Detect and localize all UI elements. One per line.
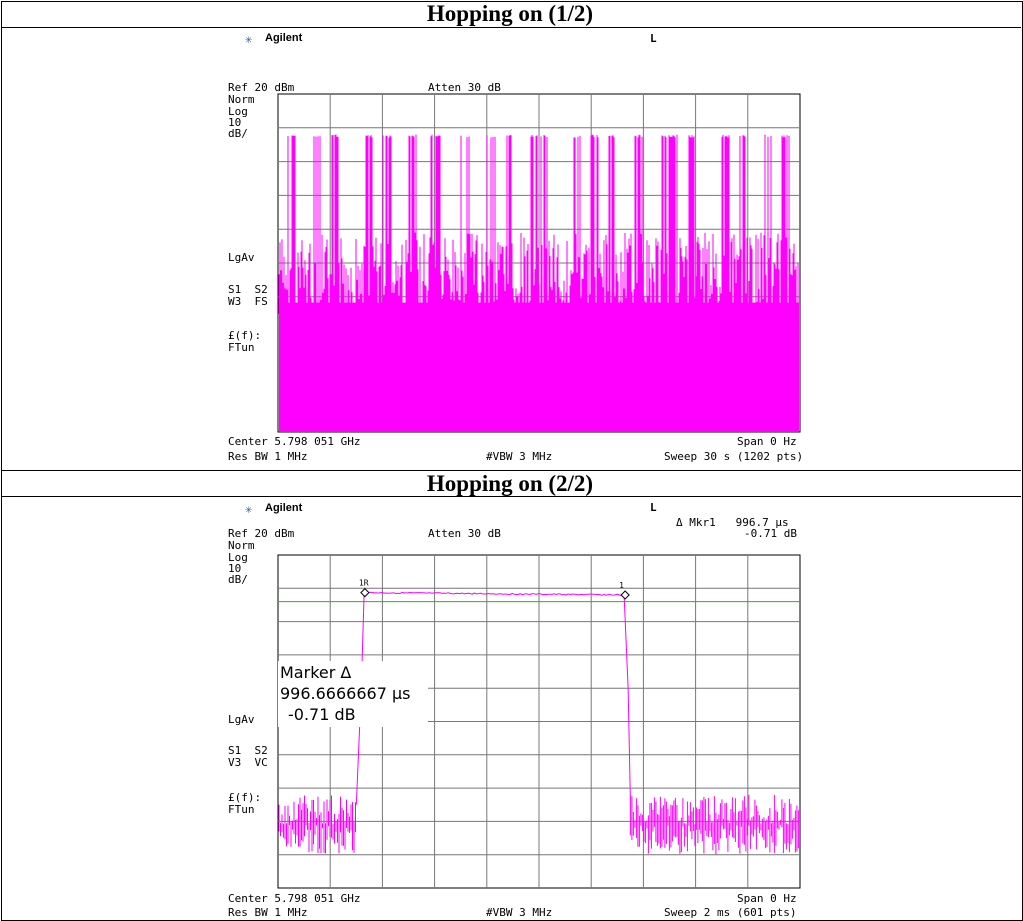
marker-diamond (360, 587, 370, 598)
side-label: dB/ (228, 127, 248, 140)
side-label: dB/ (228, 573, 248, 586)
marker-delta-box: Marker Δ 996.6666667 μs -0.71 dB (278, 661, 428, 727)
center-frequency: Center 5.798 051 GHz (228, 435, 361, 448)
marker-label: 1 (619, 581, 624, 590)
trace-line (278, 134, 799, 323)
func-label: £(f): (228, 791, 262, 804)
sweep-label: S1 S2 (228, 744, 268, 757)
sweep-label: S1 S2 (228, 283, 268, 296)
brand-label: Agilent (265, 32, 303, 44)
marker-label: 1R (359, 579, 369, 588)
marker-value: 996.6666667 μs (280, 684, 411, 703)
divider (1, 496, 1021, 497)
brand-label: Agilent (265, 502, 303, 514)
marker-readout-db: -0.71 dB (744, 527, 797, 540)
panel-title: Hopping on (2/2) (426, 471, 594, 496)
func-label: FTun (228, 803, 255, 816)
video-bandwidth: #VBW 3 MHz (486, 450, 553, 463)
span: Span 0 Hz (737, 435, 797, 448)
ref-level: Ref 20 dBm (228, 527, 295, 540)
side-label: 10 (228, 562, 242, 575)
divider (1, 470, 1021, 471)
side-label: Log (228, 551, 248, 564)
marker-readout: Δ Mkr1 996.7 μs (676, 516, 789, 529)
side-label: Norm (228, 93, 255, 106)
status-indicator: L (650, 501, 657, 514)
panel-title: Hopping on (1/2) (426, 1, 594, 26)
side-label: Log (228, 105, 248, 118)
marker-db: -0.71 dB (288, 705, 356, 724)
marker-title: Marker Δ (280, 663, 352, 682)
divider (1, 27, 1021, 28)
span: Span 0 Hz (737, 892, 797, 905)
side-label: 10 (228, 116, 242, 129)
status-indicator: L (650, 32, 657, 45)
agilent-starburst-icon: ✳ (245, 502, 253, 516)
sweep-label: V3 VC (228, 756, 268, 769)
trace-line (278, 591, 799, 855)
avg-label: LgAv (228, 251, 255, 264)
sweep-time: Sweep 2 ms (601 pts) (664, 906, 797, 919)
sweep-time: Sweep 30 s (1202 pts) (664, 450, 804, 463)
attenuation: Atten 30 dB (428, 81, 501, 94)
agilent-starburst-icon: ✳ (245, 32, 253, 46)
func-label: FTun (228, 341, 255, 354)
attenuation: Atten 30 dB (428, 527, 501, 540)
video-bandwidth: #VBW 3 MHz (486, 906, 553, 919)
sweep-label: W3 FS (228, 295, 268, 308)
func-label: £(f): (228, 329, 262, 342)
resolution-bandwidth: Res BW 1 MHz (228, 906, 308, 919)
avg-label: LgAv (228, 713, 255, 726)
marker-diamond (620, 590, 630, 600)
noise-floor-fill (279, 302, 799, 432)
resolution-bandwidth: Res BW 1 MHz (228, 450, 308, 463)
ref-level: Ref 20 dBm (228, 81, 295, 94)
side-label: Norm (228, 539, 255, 552)
center-frequency: Center 5.798 051 GHz (228, 892, 361, 905)
